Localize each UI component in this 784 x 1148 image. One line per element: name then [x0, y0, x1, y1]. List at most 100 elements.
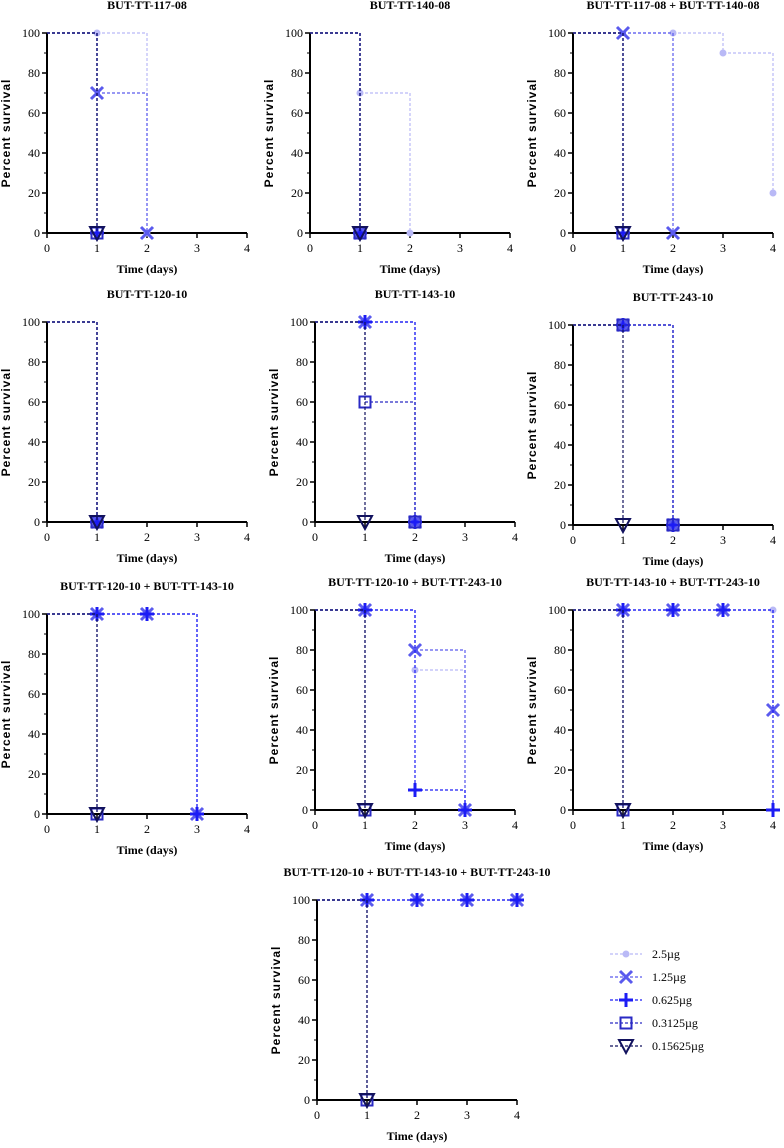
y-tick-label: 60: [291, 106, 303, 120]
y-tick-label: 0: [302, 515, 308, 529]
x-tick-label: 0: [44, 530, 50, 544]
x-axis-label: Time (days): [643, 554, 704, 568]
x-tick-label: 3: [720, 818, 726, 832]
y-tick-label: 0: [560, 226, 566, 240]
data-point-plus: [716, 603, 730, 617]
series-line-1.25µg: [47, 321, 98, 522]
data-point-plus: [766, 803, 780, 817]
y-tick-label: 0: [34, 515, 40, 529]
y-tick-label: 0: [302, 803, 308, 817]
x-tick-label: 1: [94, 530, 100, 544]
data-point-plus: [510, 893, 524, 907]
legend-label: 0.15625µg: [652, 1039, 704, 1053]
x-tick-label: 1: [362, 818, 368, 832]
panel-title: BUT-TT-243-10: [633, 290, 713, 304]
series-line-0.3125µg: [573, 609, 624, 810]
x-tick-label: 3: [194, 241, 200, 255]
data-point-triangle-down: [614, 226, 632, 243]
x-tick-label: 1: [94, 822, 100, 836]
x-tick-label: 4: [244, 530, 250, 544]
x-tick-label: 3: [194, 822, 200, 836]
legend-marker-plus: [619, 993, 633, 1007]
legend-marker-square: [619, 1016, 633, 1030]
y-tick-label: 20: [291, 186, 303, 200]
series-line-0.15625µg: [315, 609, 366, 810]
y-tick-label: 40: [28, 146, 40, 160]
x-axis-label: Time (days): [385, 551, 446, 565]
panel-title: BUT-TT-143-10: [375, 287, 455, 301]
x-tick-label: 1: [620, 818, 626, 832]
x-tick-label: 3: [720, 533, 726, 547]
y-tick-label: 80: [291, 66, 303, 80]
x-tick-label: 4: [514, 1108, 520, 1122]
y-tick-label: 100: [290, 315, 308, 329]
series-line-0.625µg: [310, 32, 361, 233]
x-tick-label: 1: [94, 241, 100, 255]
y-tick-label: 40: [298, 1013, 310, 1027]
series-line-1.25µg: [310, 32, 361, 233]
series-line-0.3125µg: [47, 613, 98, 814]
series-line-0.15625µg: [310, 32, 361, 233]
data-point-triangle-down: [88, 807, 106, 824]
series-line-1.25µg: [47, 613, 198, 814]
panel-title: BUT-TT-117-08: [107, 0, 187, 12]
series-line-2.5µg: [315, 609, 466, 810]
y-tick-label: 60: [298, 973, 310, 987]
x-tick-label: 3: [457, 241, 463, 255]
panel-6: BUT-TT-243-10 0 20 40 60 80 100 0 1 2 3 4 Time (days…: [525, 290, 776, 568]
data-point-plus: [460, 893, 474, 907]
series-line-0.15625µg: [47, 32, 98, 233]
legend-label: 2.5µg: [652, 947, 680, 961]
y-axis-label: Percent survival: [525, 79, 539, 188]
x-tick-label: 2: [670, 241, 676, 255]
y-tick-label: 20: [554, 763, 566, 777]
y-tick-label: 80: [554, 66, 566, 80]
y-tick-label: 20: [298, 1053, 310, 1067]
x-tick-label: 2: [670, 818, 676, 832]
y-tick-label: 80: [28, 66, 40, 80]
data-point-square: [666, 518, 680, 532]
x-tick-label: 4: [770, 533, 776, 547]
series-line-2.5µg: [47, 613, 198, 814]
x-tick-label: 0: [314, 1108, 320, 1122]
x-tick-label: 3: [194, 530, 200, 544]
x-tick-label: 2: [412, 818, 418, 832]
panel-title: BUT-TT-120-10 + BUT-TT-143-10 + BUT-TT-2…: [283, 865, 550, 879]
legend-marker-x: [618, 969, 634, 985]
x-tick-label: 4: [512, 530, 518, 544]
x-tick-label: 4: [507, 241, 513, 255]
y-axis-label: Percent survival: [267, 368, 281, 477]
data-point-square: [408, 515, 422, 529]
y-tick-label: 80: [554, 643, 566, 657]
series-line-2.5µg: [573, 32, 774, 193]
panel-title: BUT-TT-140-08: [370, 0, 450, 12]
x-tick-label: 0: [312, 530, 318, 544]
x-tick-label: 3: [464, 1108, 470, 1122]
x-tick-label: 2: [414, 1108, 420, 1122]
y-axis-label: Percent survival: [262, 79, 276, 188]
y-tick-label: 40: [296, 435, 308, 449]
x-tick-label: 1: [364, 1108, 370, 1122]
y-tick-label: 80: [554, 358, 566, 372]
x-tick-label: 1: [357, 241, 363, 255]
x-axis-label: Time (days): [643, 262, 704, 276]
data-point-triangle-down: [88, 515, 106, 532]
series-line-0.3125µg: [310, 32, 361, 233]
y-axis-label: Percent survival: [267, 656, 281, 765]
panel-9: BUT-TT-143-10 + BUT-TT-243-1002040608010…: [525, 575, 781, 853]
y-tick-label: 0: [560, 803, 566, 817]
x-tick-label: 4: [244, 241, 250, 255]
panel-4: BUT-TT-120-10 0 20 40 60 80 100 0 1 2 3 4 Time (days…: [0, 287, 250, 565]
x-axis-label: Time (days): [117, 551, 178, 565]
x-tick-label: 4: [512, 818, 518, 832]
y-tick-label: 80: [296, 355, 308, 369]
series-line-0.3125µg: [317, 899, 368, 1100]
y-tick-label: 100: [290, 603, 308, 617]
series-line-0.15625µg: [573, 609, 624, 810]
y-tick-label: 20: [28, 475, 40, 489]
x-tick-label: 2: [144, 822, 150, 836]
y-tick-label: 0: [34, 807, 40, 821]
x-tick-label: 4: [770, 818, 776, 832]
y-axis-label: Percent survival: [525, 656, 539, 765]
data-point-plus: [190, 807, 204, 821]
